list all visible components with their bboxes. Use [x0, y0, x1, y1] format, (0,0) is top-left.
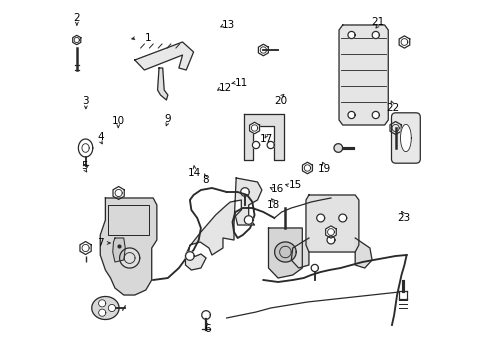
Text: 15: 15 — [289, 180, 302, 190]
Polygon shape — [241, 188, 249, 196]
Text: 11: 11 — [235, 78, 248, 88]
Text: 16: 16 — [271, 184, 284, 194]
Polygon shape — [244, 114, 284, 160]
Polygon shape — [80, 242, 91, 255]
Polygon shape — [326, 226, 336, 238]
Text: 9: 9 — [164, 114, 171, 124]
Text: 13: 13 — [222, 20, 235, 30]
Text: 4: 4 — [97, 132, 103, 142]
Text: 12: 12 — [219, 83, 232, 93]
Text: 23: 23 — [397, 213, 410, 223]
Polygon shape — [252, 141, 260, 149]
Text: 10: 10 — [112, 116, 125, 126]
Polygon shape — [108, 305, 116, 312]
Polygon shape — [311, 264, 318, 271]
Polygon shape — [245, 216, 253, 224]
Polygon shape — [113, 186, 124, 199]
Text: 18: 18 — [267, 200, 280, 210]
Text: 5: 5 — [81, 161, 88, 171]
Text: 3: 3 — [83, 96, 89, 106]
Polygon shape — [73, 35, 81, 45]
Polygon shape — [390, 122, 401, 135]
Text: 8: 8 — [202, 175, 209, 185]
Polygon shape — [267, 141, 274, 149]
Polygon shape — [120, 248, 140, 268]
Polygon shape — [258, 44, 269, 56]
Polygon shape — [306, 195, 359, 252]
Polygon shape — [98, 300, 106, 307]
Text: 21: 21 — [371, 17, 385, 27]
Text: 6: 6 — [204, 324, 211, 334]
Text: 17: 17 — [260, 134, 273, 144]
Polygon shape — [249, 122, 260, 134]
Polygon shape — [92, 297, 119, 320]
Polygon shape — [327, 236, 335, 244]
Polygon shape — [372, 31, 379, 39]
Text: 7: 7 — [97, 238, 103, 248]
Polygon shape — [158, 68, 168, 100]
Polygon shape — [78, 139, 93, 157]
Polygon shape — [348, 111, 355, 118]
Text: 2: 2 — [74, 13, 80, 23]
Polygon shape — [98, 309, 106, 316]
Polygon shape — [269, 228, 302, 278]
Polygon shape — [202, 311, 210, 319]
Polygon shape — [186, 252, 194, 260]
Polygon shape — [399, 36, 410, 48]
Polygon shape — [339, 214, 346, 222]
Polygon shape — [135, 42, 194, 70]
Polygon shape — [100, 198, 157, 295]
Text: 1: 1 — [145, 33, 151, 43]
Polygon shape — [348, 31, 355, 39]
Text: 20: 20 — [274, 96, 288, 106]
Polygon shape — [400, 124, 411, 152]
Polygon shape — [113, 238, 125, 262]
Polygon shape — [317, 214, 325, 222]
Text: 14: 14 — [188, 168, 201, 178]
Text: 19: 19 — [318, 164, 331, 174]
Polygon shape — [302, 162, 313, 174]
Text: 22: 22 — [386, 103, 399, 113]
Polygon shape — [372, 111, 379, 118]
Polygon shape — [355, 238, 372, 268]
Polygon shape — [274, 242, 296, 262]
Polygon shape — [186, 178, 262, 270]
Polygon shape — [339, 25, 388, 125]
FancyBboxPatch shape — [392, 113, 420, 163]
Polygon shape — [334, 144, 343, 152]
Polygon shape — [291, 238, 309, 268]
